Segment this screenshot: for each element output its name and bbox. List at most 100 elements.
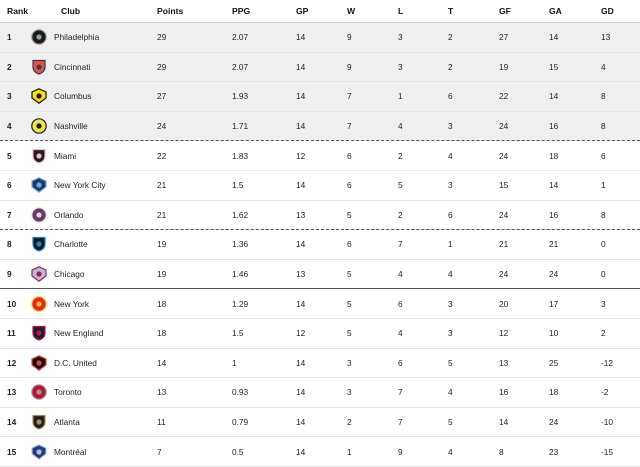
cell-t: 2 [448, 61, 453, 72]
cell-gp: 14 [296, 357, 306, 368]
cell-gf: 27 [499, 32, 509, 43]
cell-ppg: 0.79 [232, 417, 249, 428]
cell-gf: 24 [499, 150, 509, 161]
toronto-fc-logo-icon [31, 384, 47, 401]
cell-t: 6 [448, 209, 453, 220]
cell-ga: 24 [549, 269, 559, 280]
header-ppg[interactable]: PPG [232, 6, 251, 16]
header-gp[interactable]: GP [296, 6, 309, 16]
table-row[interactable]: 15 Montréal 7 0.5 14 1 9 4 8 23 -15 [0, 437, 640, 467]
cell-rank: 12 [7, 357, 17, 368]
header-t[interactable]: T [448, 6, 454, 16]
cell-gp: 14 [296, 387, 306, 398]
cell-l: 6 [398, 298, 403, 309]
cell-ppg: 1.46 [232, 269, 249, 280]
header-club[interactable]: Club [61, 6, 81, 16]
table-row[interactable]: 5 Miami 22 1.83 12 6 2 4 24 18 6 [0, 141, 640, 171]
cell-club[interactable]: Columbus [54, 91, 92, 102]
cell-gd: 0 [601, 269, 606, 280]
cell-t: 5 [448, 357, 453, 368]
cell-ga: 21 [549, 239, 559, 250]
table-row[interactable]: 11 New England 18 1.5 12 5 4 3 12 10 2 [0, 319, 640, 349]
header-rank[interactable]: Rank [7, 6, 29, 16]
cell-gp: 14 [296, 121, 306, 132]
cell-gf: 24 [499, 121, 509, 132]
cell-club[interactable]: New England [54, 328, 104, 339]
cell-rank: 9 [7, 269, 12, 280]
cell-gf: 12 [499, 328, 509, 339]
table-row[interactable]: 4 Nashville 24 1.71 14 7 4 3 24 16 8 [0, 111, 640, 142]
cell-club[interactable]: Miami [54, 150, 77, 161]
table-row[interactable]: 2 Cincinnati 29 2.07 14 9 3 2 19 15 4 [0, 52, 640, 83]
table-row[interactable]: 7 Orlando 21 1.62 13 5 2 6 24 16 8 [0, 201, 640, 231]
cell-ppg: 1.5 [232, 328, 244, 339]
header-gf[interactable]: GF [499, 6, 511, 16]
cell-t: 4 [448, 269, 453, 280]
cell-club[interactable]: Toronto [54, 387, 82, 398]
cell-gf: 13 [499, 357, 509, 368]
cell-t: 6 [448, 91, 453, 102]
cell-points: 29 [157, 61, 167, 72]
cell-club[interactable]: D.C. United [54, 357, 97, 368]
table-row[interactable]: 8 Charlotte 19 1.36 14 6 7 1 21 21 0 [0, 230, 640, 260]
cell-w: 9 [347, 61, 352, 72]
table-row[interactable]: 6 New York City 21 1.5 14 6 5 3 15 14 1 [0, 171, 640, 201]
cell-l: 4 [398, 121, 403, 132]
header-l[interactable]: L [398, 6, 404, 16]
cell-rank: 4 [7, 121, 12, 132]
cell-points: 18 [157, 298, 167, 309]
cell-rank: 14 [7, 417, 17, 428]
cell-ga: 14 [549, 91, 559, 102]
header-points[interactable]: Points [157, 6, 184, 16]
cell-club[interactable]: Chicago [54, 269, 85, 280]
cell-club[interactable]: Charlotte [54, 239, 88, 250]
cell-gp: 14 [296, 61, 306, 72]
cell-ppg: 2.07 [232, 61, 249, 72]
table-row[interactable]: 12 D.C. United 14 1 14 3 6 5 13 25 -12 [0, 349, 640, 379]
cell-points: 24 [157, 121, 167, 132]
cell-rank: 13 [7, 387, 17, 398]
cell-t: 4 [448, 387, 453, 398]
table-row[interactable]: 1 Philadelphia 29 2.07 14 9 3 2 27 14 13 [0, 23, 640, 53]
cell-w: 6 [347, 150, 352, 161]
cell-t: 4 [448, 150, 453, 161]
cell-w: 6 [347, 239, 352, 250]
table-row[interactable]: 9 Chicago 19 1.46 13 5 4 4 24 24 0 [0, 260, 640, 290]
header-w[interactable]: W [347, 6, 356, 16]
cell-points: 21 [157, 180, 167, 191]
cell-ppg: 1.62 [232, 209, 249, 220]
table-header: Rank Club Points PPG GP W L T GF GA GD [0, 0, 640, 23]
cell-ga: 17 [549, 298, 559, 309]
header-ga[interactable]: GA [549, 6, 562, 16]
cell-rank: 1 [7, 32, 12, 43]
cell-l: 7 [398, 387, 403, 398]
cell-t: 2 [448, 32, 453, 43]
cell-club[interactable]: Atlanta [54, 417, 80, 428]
table-row[interactable]: 13 Toronto 13 0.93 14 3 7 4 16 18 -2 [0, 378, 640, 408]
cell-w: 6 [347, 180, 352, 191]
table-row[interactable]: 3 Columbus 27 1.93 14 7 1 6 22 14 8 [0, 82, 640, 112]
cell-l: 1 [398, 91, 403, 102]
table-row[interactable]: 14 Atlanta 11 0.79 14 2 7 5 14 24 -10 [0, 408, 640, 438]
table-row[interactable]: 10 New York 18 1.29 14 5 6 3 20 17 3 [0, 289, 640, 319]
cell-gp: 13 [296, 209, 306, 220]
cell-club[interactable]: Philadelphia [54, 32, 100, 43]
cell-ga: 16 [549, 209, 559, 220]
cell-gf: 24 [499, 209, 509, 220]
cell-w: 5 [347, 269, 352, 280]
cell-club[interactable]: Orlando [54, 209, 84, 220]
cell-t: 3 [448, 121, 453, 132]
cell-w: 2 [347, 417, 352, 428]
cell-ppg: 1.36 [232, 239, 249, 250]
cell-points: 18 [157, 328, 167, 339]
cell-ga: 18 [549, 150, 559, 161]
cell-l: 7 [398, 417, 403, 428]
cell-club[interactable]: New York [54, 298, 90, 309]
cell-club[interactable]: New York City [54, 180, 106, 191]
cell-ppg: 1 [232, 357, 237, 368]
cell-club[interactable]: Cincinnati [54, 61, 91, 72]
cell-gf: 22 [499, 91, 509, 102]
header-gd[interactable]: GD [601, 6, 614, 16]
cell-l: 2 [398, 150, 403, 161]
cell-club[interactable]: Nashville [54, 121, 88, 132]
